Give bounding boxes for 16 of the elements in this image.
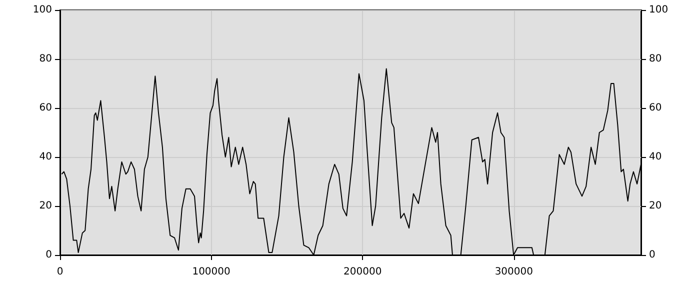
y2-tick-label: 0	[649, 250, 656, 260]
y-tick-label: 100	[32, 4, 52, 16]
y-tick-label: 20	[39, 200, 52, 212]
y2-tick-label: 80	[649, 54, 662, 64]
y2-tick-label: 40	[649, 152, 662, 162]
y-tick-label: 60	[39, 102, 52, 114]
x-tick-label: 100000	[192, 266, 230, 278]
y2-tick-label: 100	[649, 4, 668, 16]
x-tick-label: 300000	[494, 266, 533, 278]
y2-tick-label: 60	[649, 102, 662, 114]
y-tick-label: 0	[46, 250, 52, 260]
x-tick-label: 0	[56, 266, 64, 278]
y2-tick-label: 20	[649, 200, 662, 212]
y-tick-label: 40	[39, 152, 52, 162]
y-tick-label: 80	[39, 54, 52, 64]
x-tick-label: 200000	[344, 266, 382, 278]
